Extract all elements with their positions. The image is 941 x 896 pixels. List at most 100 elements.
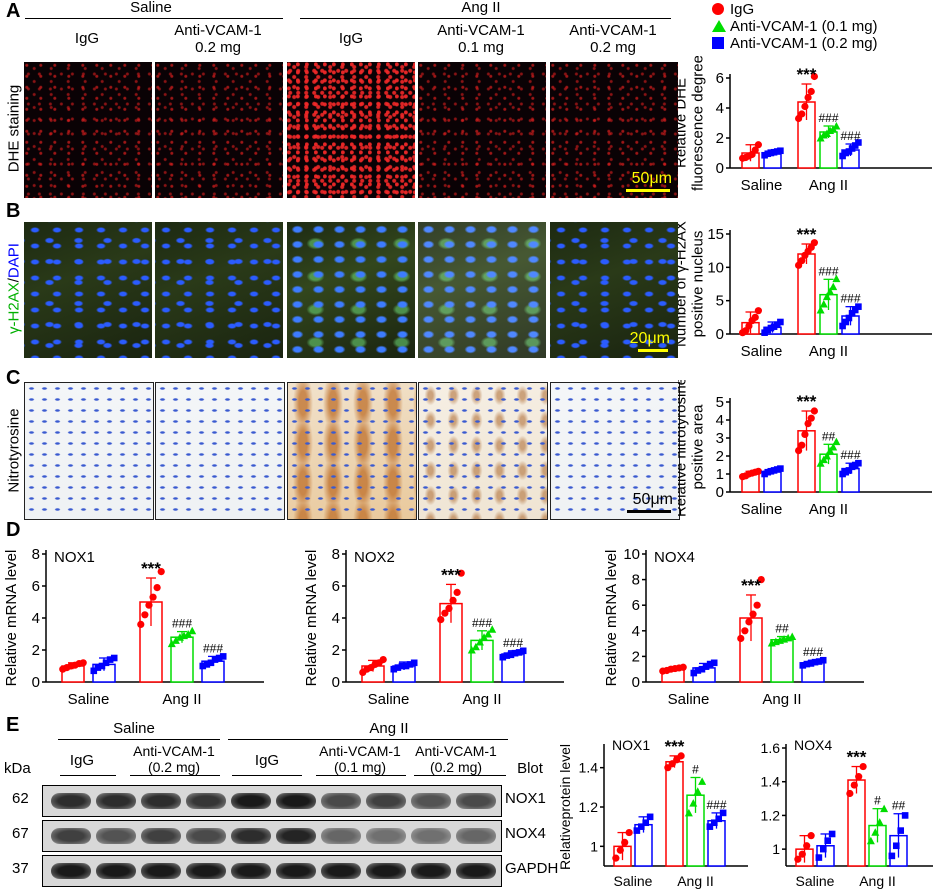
nitro-image-angii-igg xyxy=(287,382,417,520)
bar-group: ## xyxy=(816,429,841,493)
blot-band xyxy=(411,828,451,844)
data-point xyxy=(753,601,761,609)
data-point xyxy=(737,634,745,643)
x-group-label: Ang II xyxy=(162,691,201,708)
data-point xyxy=(693,787,702,795)
blot-band xyxy=(456,863,496,879)
row-label-dhe: DHE staining xyxy=(5,84,23,173)
col-label-anti-02-angii: Anti-VCAM-1 0.2 mg xyxy=(569,22,657,56)
data-point xyxy=(866,836,875,845)
bar-group: *** xyxy=(437,565,465,683)
y-tick-label: 8 xyxy=(632,572,640,589)
gh2ax-green-text: γ-H2AX xyxy=(5,282,23,334)
data-point xyxy=(816,306,825,314)
significance-label: ### xyxy=(472,616,492,630)
data-point xyxy=(888,852,896,860)
significance-label: *** xyxy=(797,392,817,411)
data-point xyxy=(741,627,749,635)
bar-group xyxy=(739,307,762,337)
blot-strip-nox4 xyxy=(42,820,502,852)
x-group-label: Saline xyxy=(796,873,835,889)
significance-label: ## xyxy=(775,622,789,636)
data-point xyxy=(804,93,812,102)
bar-group: ### xyxy=(816,111,841,169)
data-point xyxy=(839,322,846,330)
bar-group: *** xyxy=(846,748,867,867)
x-group-label: Saline xyxy=(741,501,783,518)
data-point xyxy=(219,653,227,660)
data-point xyxy=(811,658,819,666)
col-label-anti-01: Anti-VCAM-1 0.1 mg xyxy=(437,22,525,56)
data-point xyxy=(188,626,197,635)
kda-value-nox1: 62 xyxy=(12,790,29,807)
data-point xyxy=(754,467,762,475)
blot-band xyxy=(186,828,226,844)
data-point xyxy=(706,823,714,830)
panel-label-b: B xyxy=(6,200,21,222)
significance-label: ### xyxy=(840,292,860,306)
data-point xyxy=(710,659,718,667)
data-point xyxy=(807,660,815,667)
chart-nox2-mrna: 0 2 4 6 8 Relative mRNA level NOX2 *** ### ### Sal… xyxy=(303,546,564,708)
blot-lane-anti02: Anti-VCAM-1 (0.2 mg) xyxy=(133,743,215,775)
data-point xyxy=(625,828,633,837)
data-point xyxy=(471,642,480,651)
significance-label: *** xyxy=(141,559,161,578)
saline-underline xyxy=(25,18,283,19)
blot-name-nox1: NOX1 xyxy=(505,790,546,807)
data-point xyxy=(637,823,645,830)
data-point xyxy=(171,636,180,644)
data-point xyxy=(845,467,853,474)
data-point xyxy=(829,443,838,451)
scale-bar-label-b: 20μm xyxy=(629,330,670,347)
blot-band xyxy=(366,828,406,844)
dapi-blue-text: DAPI xyxy=(5,243,23,279)
significance-label: *** xyxy=(665,737,685,756)
data-point xyxy=(153,584,161,592)
y-axis-label: Relative DHE xyxy=(678,78,690,168)
blot-band xyxy=(51,828,91,844)
significance-label: ### xyxy=(840,448,860,462)
data-point xyxy=(803,660,811,668)
data-point xyxy=(751,146,759,154)
y-tick-label: 5 xyxy=(716,293,724,310)
square-icon xyxy=(712,37,724,49)
y-tick-label: 1.6 xyxy=(761,740,781,756)
y-tick-label: 2 xyxy=(716,130,724,147)
y-tick-label: 4 xyxy=(716,100,724,117)
bar-group xyxy=(690,659,718,683)
scale-bar-b xyxy=(638,349,668,352)
significance-label: ## xyxy=(892,799,906,813)
blot-strip-gapdh xyxy=(42,855,502,887)
data-point xyxy=(441,609,449,617)
y-tick-label: 1 xyxy=(772,841,780,857)
data-point xyxy=(199,662,207,670)
data-point xyxy=(646,813,654,821)
data-point xyxy=(515,649,523,656)
bar-group xyxy=(390,659,418,683)
dhe-image-angii-anti01 xyxy=(418,62,546,198)
chart-gh2ax: 0 5 10 15 Number of γ-H2AX positive nucleus **… xyxy=(678,221,932,360)
gh2ax-image-angii-anti02: 20μm xyxy=(550,222,678,358)
y-tick-label: 6 xyxy=(632,597,640,614)
blot-band xyxy=(411,863,451,879)
data-point xyxy=(203,661,211,668)
data-point xyxy=(819,845,827,853)
panel-label-c: C xyxy=(6,367,21,389)
kda-label: kDa xyxy=(4,760,31,777)
y-tick-label: 1 xyxy=(716,466,724,483)
legend-item-high: Anti-VCAM-1 (0.2 mg) xyxy=(712,35,940,52)
data-point xyxy=(832,122,841,130)
significance-label: ### xyxy=(818,264,838,278)
bar xyxy=(665,761,684,867)
gh2ax-image-angii-anti01 xyxy=(418,222,546,358)
data-point xyxy=(689,799,698,807)
legend-item-low: Anti-VCAM-1 (0.1 mg) xyxy=(712,18,940,35)
significance-label: *** xyxy=(741,576,761,595)
data-point xyxy=(511,649,519,657)
data-point xyxy=(467,646,476,654)
blot-saline-line xyxy=(58,739,220,740)
bar-group xyxy=(612,828,633,867)
